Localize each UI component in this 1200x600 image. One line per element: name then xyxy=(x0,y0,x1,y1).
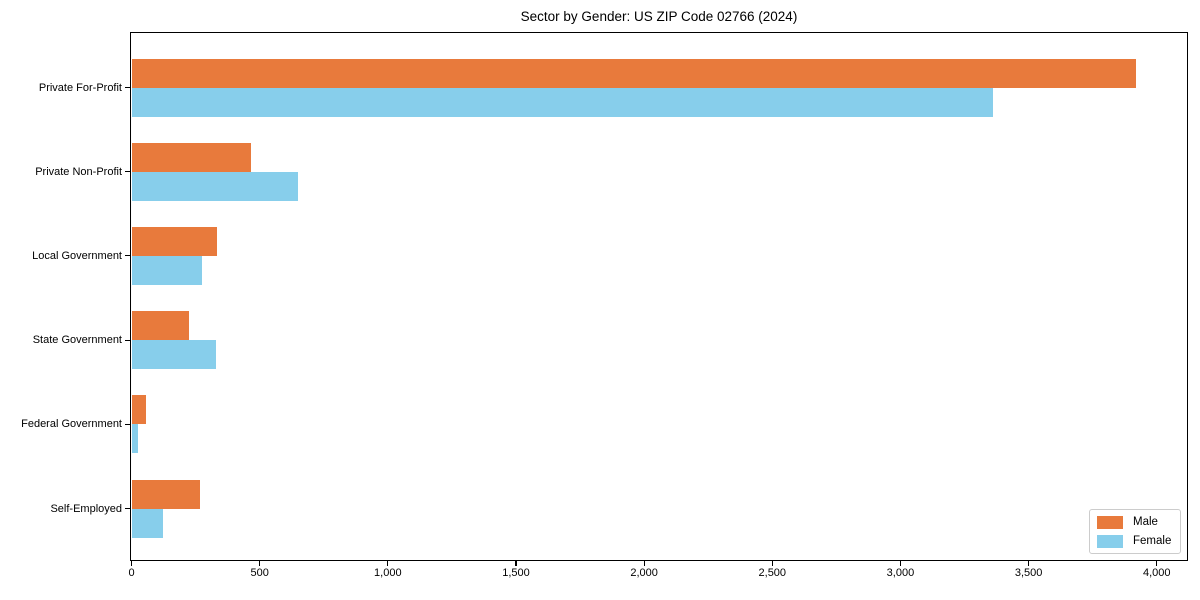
bar-male xyxy=(131,226,217,256)
legend-swatch-female xyxy=(1097,534,1123,548)
y-tick-label: Private For-Profit xyxy=(38,81,122,94)
x-tick-label: 3,500 xyxy=(1014,567,1043,579)
legend: Male Female xyxy=(1089,509,1182,554)
legend-label: Male xyxy=(1133,516,1158,528)
bar-female xyxy=(131,255,203,285)
bar-male xyxy=(131,58,1137,88)
y-tick-mark xyxy=(125,171,131,173)
x-tick-label: 1,000 xyxy=(374,567,402,579)
x-tick-label: 500 xyxy=(250,567,269,579)
bar-female xyxy=(131,87,993,117)
x-tick-mark xyxy=(259,561,261,566)
x-tick-mark xyxy=(387,561,389,566)
legend-swatch-male xyxy=(1097,515,1123,529)
x-tick-label: 2,500 xyxy=(758,567,787,579)
x-tick-mark xyxy=(771,561,773,566)
x-tick-label: 1,500 xyxy=(502,567,530,579)
y-tick-mark xyxy=(125,507,131,510)
legend-item-female: Female xyxy=(1097,534,1171,548)
bar-female xyxy=(131,508,164,538)
bar-female xyxy=(131,424,139,454)
legend-label: Female xyxy=(1133,535,1172,547)
y-tick-label: Federal Government xyxy=(21,418,122,431)
y-tick-label: State Government xyxy=(32,334,122,347)
y-tick-mark xyxy=(125,423,131,425)
chart-title: Sector by Gender: US ZIP Code 02766 (202… xyxy=(520,9,798,24)
x-tick-mark xyxy=(515,561,517,566)
bar-male xyxy=(131,395,147,425)
y-tick-label: Self-Employed xyxy=(50,502,122,515)
bar-female xyxy=(131,171,299,201)
y-tick-mark xyxy=(125,339,131,341)
x-tick-label: 4,000 xyxy=(1143,567,1171,579)
x-tick-mark xyxy=(643,561,645,566)
y-tick-mark xyxy=(125,255,131,257)
legend-item-male: Male xyxy=(1097,515,1171,529)
x-tick-label: 2,000 xyxy=(630,567,658,579)
x-tick-mark xyxy=(1156,561,1158,566)
y-tick-mark xyxy=(125,86,131,89)
y-tick-label: Local Government xyxy=(32,249,122,262)
x-tick-mark xyxy=(1028,561,1030,566)
bar-male xyxy=(131,479,200,509)
y-tick-label: Private Non-Profit xyxy=(35,165,122,178)
x-tick-mark xyxy=(899,561,902,566)
x-tick-label: 0 xyxy=(128,567,135,579)
plot-area xyxy=(130,32,1188,561)
bar-male xyxy=(131,311,189,341)
x-tick-label: 3,000 xyxy=(886,567,915,579)
x-tick-mark xyxy=(130,561,133,566)
bar-female xyxy=(131,340,216,370)
bar-male xyxy=(131,142,251,172)
